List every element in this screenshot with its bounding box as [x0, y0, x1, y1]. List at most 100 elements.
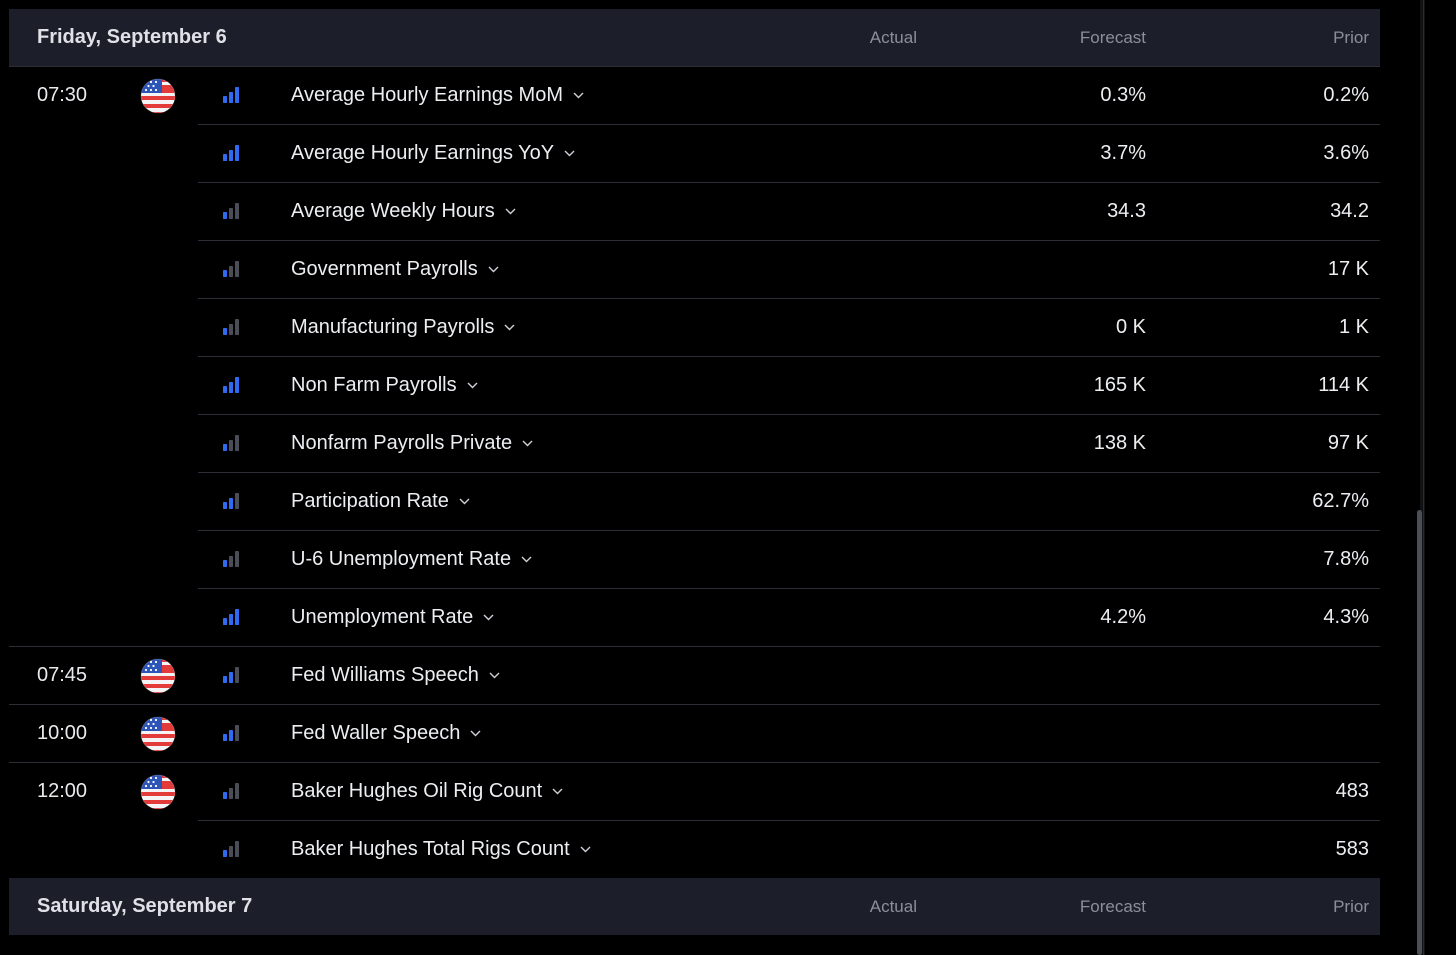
event-name-text[interactable]: Baker Hughes Total Rigs Count	[291, 838, 570, 860]
event-name-text[interactable]: Non Farm Payrolls	[291, 374, 457, 396]
chevron-down-icon[interactable]	[483, 614, 494, 621]
importance-bar	[223, 850, 227, 857]
chevron-down-icon[interactable]	[521, 556, 532, 563]
importance-bars-icon	[223, 435, 239, 451]
importance-bar	[223, 270, 227, 277]
event-row[interactable]: Government Payrolls 17 K	[198, 241, 1380, 299]
time-group-0730: 07:30 Average Hourly Earnings MoM 0.3% 0…	[9, 67, 1380, 647]
event-time: 07:30	[37, 84, 88, 106]
event-name[interactable]: Baker Hughes Total Rigs Count	[291, 838, 591, 861]
chevron-down-icon[interactable]	[489, 672, 500, 679]
chevron-down-icon[interactable]	[470, 730, 481, 737]
event-name[interactable]: Fed Waller Speech	[291, 722, 481, 745]
day-title: Friday, September 6	[37, 26, 227, 48]
event-name-text[interactable]: Average Hourly Earnings MoM	[291, 84, 563, 106]
importance-bar	[235, 783, 239, 799]
event-row[interactable]: Manufacturing Payrolls 0 K 1 K	[198, 299, 1380, 357]
forecast-value: 0 K	[1115, 316, 1146, 338]
column-header-prior[interactable]: Prior	[1333, 896, 1369, 916]
importance-bar	[235, 609, 239, 625]
event-row[interactable]: Nonfarm Payrolls Private 138 K 97 K	[198, 415, 1380, 473]
importance-bar	[229, 614, 233, 625]
event-name-text[interactable]: Average Weekly Hours	[291, 200, 495, 222]
importance-bar	[229, 788, 233, 799]
importance-bars-icon	[223, 725, 239, 741]
day-header-saturday: Saturday, September 7 Actual Forecast Pr…	[9, 878, 1380, 935]
event-name-text[interactable]: Participation Rate	[291, 490, 449, 512]
event-name-text[interactable]: Average Hourly Earnings YoY	[291, 142, 555, 164]
event-name-text[interactable]: U-6 Unemployment Rate	[291, 548, 512, 570]
importance-bars-icon	[223, 319, 239, 335]
event-name[interactable]: Fed Williams Speech	[291, 664, 500, 687]
event-time: 07:45	[37, 664, 88, 686]
event-name[interactable]: Participation Rate	[291, 490, 470, 513]
event-row[interactable]: U-6 Unemployment Rate 7.8%	[198, 531, 1380, 589]
chevron-down-icon[interactable]	[552, 788, 563, 795]
event-row[interactable]: Fed Williams Speech	[198, 647, 1380, 704]
chevron-down-icon[interactable]	[467, 382, 478, 389]
importance-bars-icon	[223, 551, 239, 567]
event-row[interactable]: Baker Hughes Oil Rig Count 483	[198, 763, 1380, 821]
event-name[interactable]: Government Payrolls	[291, 258, 499, 281]
event-name[interactable]: Baker Hughes Oil Rig Count	[291, 780, 563, 803]
chevron-down-icon[interactable]	[504, 324, 515, 331]
importance-bars-icon	[223, 377, 239, 393]
importance-bars-icon	[223, 145, 239, 161]
event-name-text[interactable]: Manufacturing Payrolls	[291, 316, 495, 338]
column-header-actual[interactable]: Actual	[869, 896, 917, 916]
importance-bar	[229, 266, 233, 277]
importance-bar	[235, 203, 239, 219]
event-row[interactable]: Average Hourly Earnings YoY 3.7% 3.6%	[198, 125, 1380, 183]
importance-bar	[223, 212, 227, 219]
importance-bar	[229, 498, 233, 509]
scrollbar-track[interactable]	[1420, 0, 1425, 955]
event-name-text[interactable]: Fed Waller Speech	[291, 722, 461, 744]
forecast-value: 4.2%	[1100, 606, 1146, 628]
event-name-text[interactable]: Baker Hughes Oil Rig Count	[291, 780, 543, 802]
event-name[interactable]: Average Hourly Earnings MoM	[291, 84, 584, 107]
event-name-text[interactable]: Fed Williams Speech	[291, 664, 479, 686]
event-name[interactable]: Manufacturing Payrolls	[291, 316, 515, 339]
scrollbar-thumb[interactable]	[1417, 510, 1422, 955]
chevron-down-icon[interactable]	[564, 150, 575, 157]
column-header-forecast[interactable]: Forecast	[1079, 27, 1146, 47]
importance-bars-icon	[223, 667, 239, 683]
chevron-down-icon[interactable]	[573, 92, 584, 99]
importance-bar	[235, 377, 239, 393]
event-name-text[interactable]: Nonfarm Payrolls Private	[291, 432, 513, 454]
forecast-value: 138 K	[1093, 432, 1146, 454]
chevron-down-icon[interactable]	[459, 498, 470, 505]
event-name[interactable]: U-6 Unemployment Rate	[291, 548, 532, 571]
event-name[interactable]: Nonfarm Payrolls Private	[291, 432, 533, 455]
importance-bar	[229, 730, 233, 741]
event-name[interactable]: Unemployment Rate	[291, 606, 494, 629]
event-row[interactable]: Average Hourly Earnings MoM 0.3% 0.2%	[198, 67, 1380, 125]
prior-value: 34.2	[1330, 200, 1369, 222]
event-row[interactable]: Non Farm Payrolls 165 K 114 K	[198, 357, 1380, 415]
importance-bar	[223, 792, 227, 799]
event-row[interactable]: Average Weekly Hours 34.3 34.2	[198, 183, 1380, 241]
column-header-prior[interactable]: Prior	[1333, 27, 1369, 47]
event-name[interactable]: Average Hourly Earnings YoY	[291, 142, 575, 165]
chevron-down-icon[interactable]	[522, 440, 533, 447]
chevron-down-icon[interactable]	[505, 208, 516, 215]
day-header-friday: Friday, September 6 Actual Forecast Prio…	[9, 9, 1380, 67]
us-flag-icon	[140, 774, 176, 810]
chevron-down-icon[interactable]	[488, 266, 499, 273]
event-name[interactable]: Average Weekly Hours	[291, 200, 516, 223]
event-row[interactable]: Unemployment Rate 4.2% 4.3%	[198, 589, 1380, 646]
event-row[interactable]: Baker Hughes Total Rigs Count 583	[198, 821, 1380, 878]
us-flag-icon	[140, 716, 176, 752]
prior-value: 4.3%	[1323, 606, 1369, 628]
importance-bar	[223, 444, 227, 451]
column-header-actual[interactable]: Actual	[869, 27, 917, 47]
event-name-text[interactable]: Government Payrolls	[291, 258, 478, 280]
event-row[interactable]: Participation Rate 62.7%	[198, 473, 1380, 531]
importance-bar	[235, 87, 239, 103]
event-name-text[interactable]: Unemployment Rate	[291, 606, 474, 628]
event-name[interactable]: Non Farm Payrolls	[291, 374, 478, 397]
chevron-down-icon[interactable]	[580, 846, 591, 853]
event-row[interactable]: Fed Waller Speech	[198, 705, 1380, 762]
column-header-forecast[interactable]: Forecast	[1079, 896, 1146, 916]
importance-bar	[229, 382, 233, 393]
